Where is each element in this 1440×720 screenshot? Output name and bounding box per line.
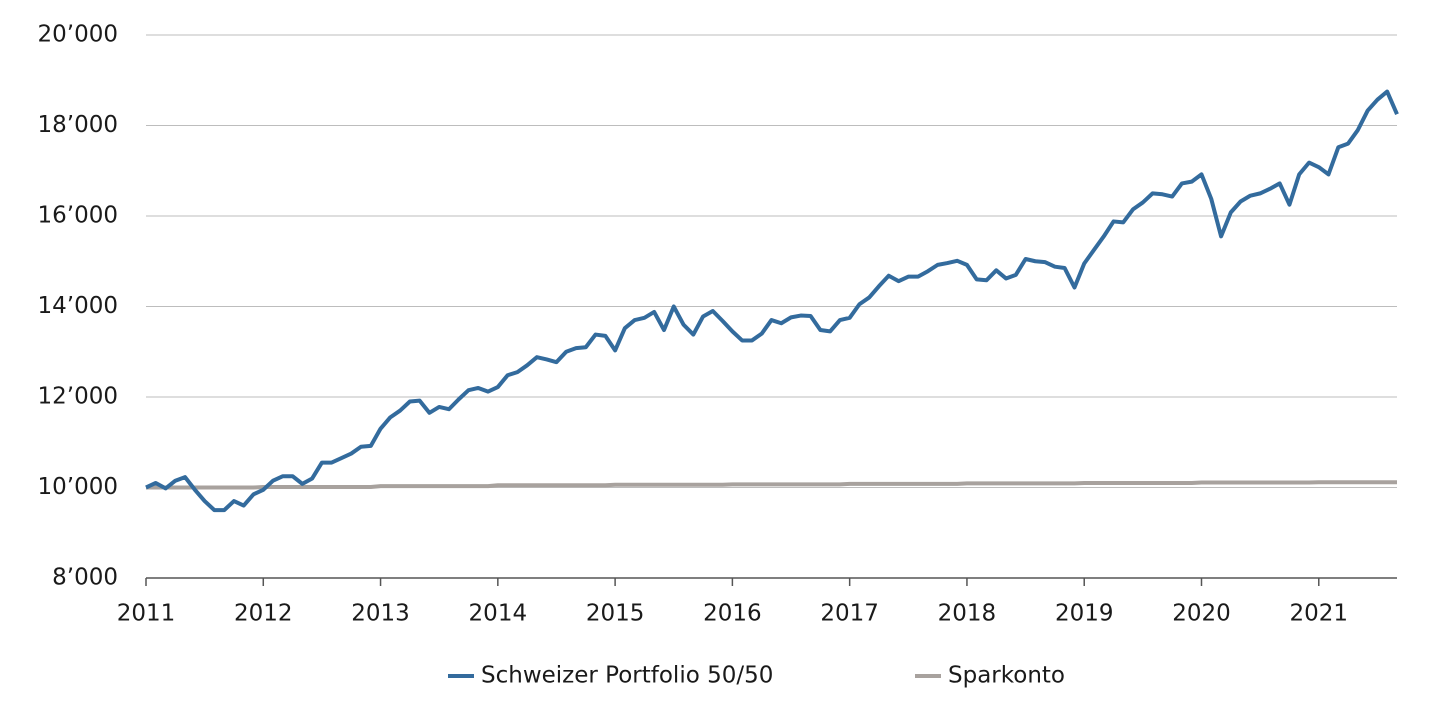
x-tick-label: 2015 [586, 601, 645, 627]
series-line [145, 89, 1399, 513]
x-tick-label: 2014 [469, 601, 528, 627]
x-tick-label: 2021 [1290, 601, 1349, 627]
legend-label: Sparkonto [948, 663, 1065, 689]
x-tick-label: 2020 [1172, 601, 1231, 627]
legend-label: Schweizer Portfolio 50/50 [481, 663, 773, 689]
y-tick-label: 8’000 [52, 565, 118, 591]
series-line [146, 480, 1397, 490]
x-tick-label: 2018 [938, 601, 997, 627]
x-tick-label: 2017 [820, 601, 879, 627]
y-tick-label: 20’000 [38, 22, 118, 48]
x-tick-label: 2013 [351, 601, 410, 627]
y-tick-label: 18’000 [38, 112, 118, 138]
x-tick-label: 2019 [1055, 601, 1114, 627]
y-tick-label: 12’000 [38, 384, 118, 410]
x-tick-label: 2012 [234, 601, 293, 627]
y-tick-label: 14’000 [38, 293, 118, 319]
x-tick-label: 2016 [703, 601, 762, 627]
x-tick-label: 2011 [117, 601, 176, 627]
y-tick-label: 10’000 [38, 474, 118, 500]
y-tick-label: 16’000 [38, 203, 118, 229]
